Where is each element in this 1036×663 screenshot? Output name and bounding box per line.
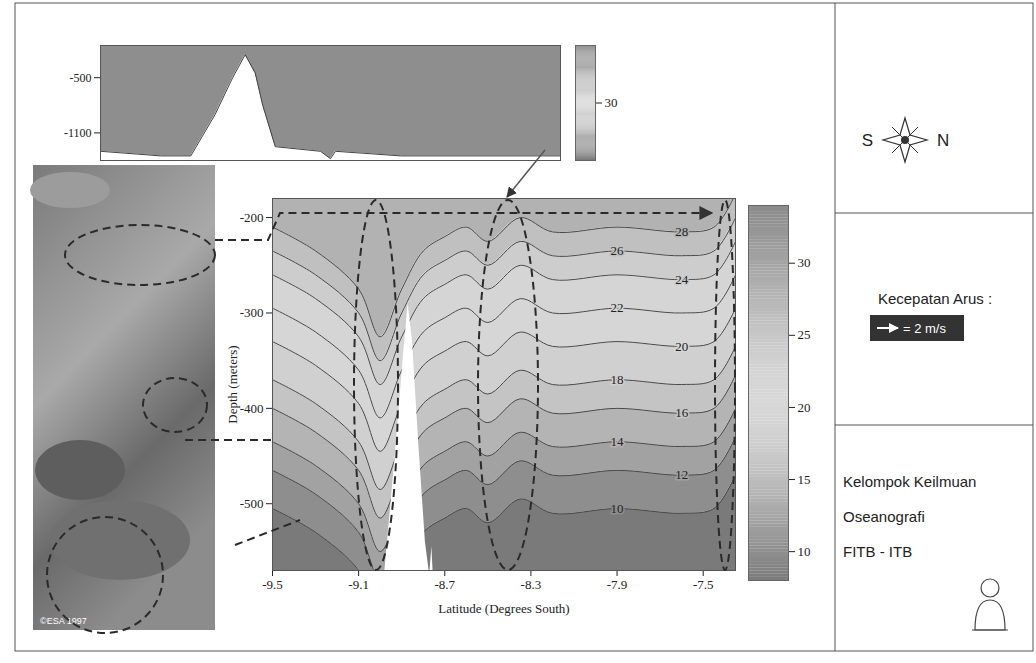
svg-text:30: 30 [798,255,811,270]
svg-text:16: 16 [675,405,689,420]
svg-text:-500: -500 [240,496,264,511]
svg-text:-500: -500 [70,71,92,85]
svg-text:= 2 m/s: = 2 m/s [903,321,946,336]
svg-text:©ESA 1997: ©ESA 1997 [40,616,87,626]
svg-text:30: 30 [605,95,618,110]
svg-text:-7.9: -7.9 [607,577,628,592]
svg-text:S: S [862,131,873,150]
svg-text:Latitude (Degrees South): Latitude (Degrees South) [438,601,569,616]
svg-text:-8.3: -8.3 [521,577,542,592]
svg-text:25: 25 [798,327,811,342]
svg-text:-9.1: -9.1 [348,577,369,592]
svg-text:26: 26 [611,243,625,258]
svg-text:-200: -200 [240,210,264,225]
svg-text:18: 18 [611,372,624,387]
svg-text:-9.5: -9.5 [262,577,283,592]
svg-text:22: 22 [611,300,624,315]
svg-text:24: 24 [675,272,689,287]
svg-text:12: 12 [675,467,688,482]
svg-text:-300: -300 [240,305,264,320]
svg-text:15: 15 [798,472,811,487]
svg-text:Kelompok Keilmuan: Kelompok Keilmuan [843,473,976,490]
svg-text:-400: -400 [240,401,264,416]
svg-text:Depth (meters): Depth (meters) [225,345,240,423]
svg-text:-1100: -1100 [64,126,92,140]
svg-text:Oseanografi: Oseanografi [843,508,925,525]
svg-text:10: 10 [798,544,811,559]
svg-text:N: N [937,131,949,150]
svg-text:-7.5: -7.5 [693,577,714,592]
svg-text:10: 10 [611,501,624,516]
svg-text:-8.7: -8.7 [434,577,455,592]
svg-text:FITB - ITB: FITB - ITB [843,543,912,560]
svg-text:Kecepatan Arus :: Kecepatan Arus : [878,290,992,307]
svg-text:20: 20 [675,339,688,354]
svg-text:28: 28 [675,224,688,239]
svg-text:14: 14 [611,434,625,449]
svg-text:20: 20 [798,400,811,415]
